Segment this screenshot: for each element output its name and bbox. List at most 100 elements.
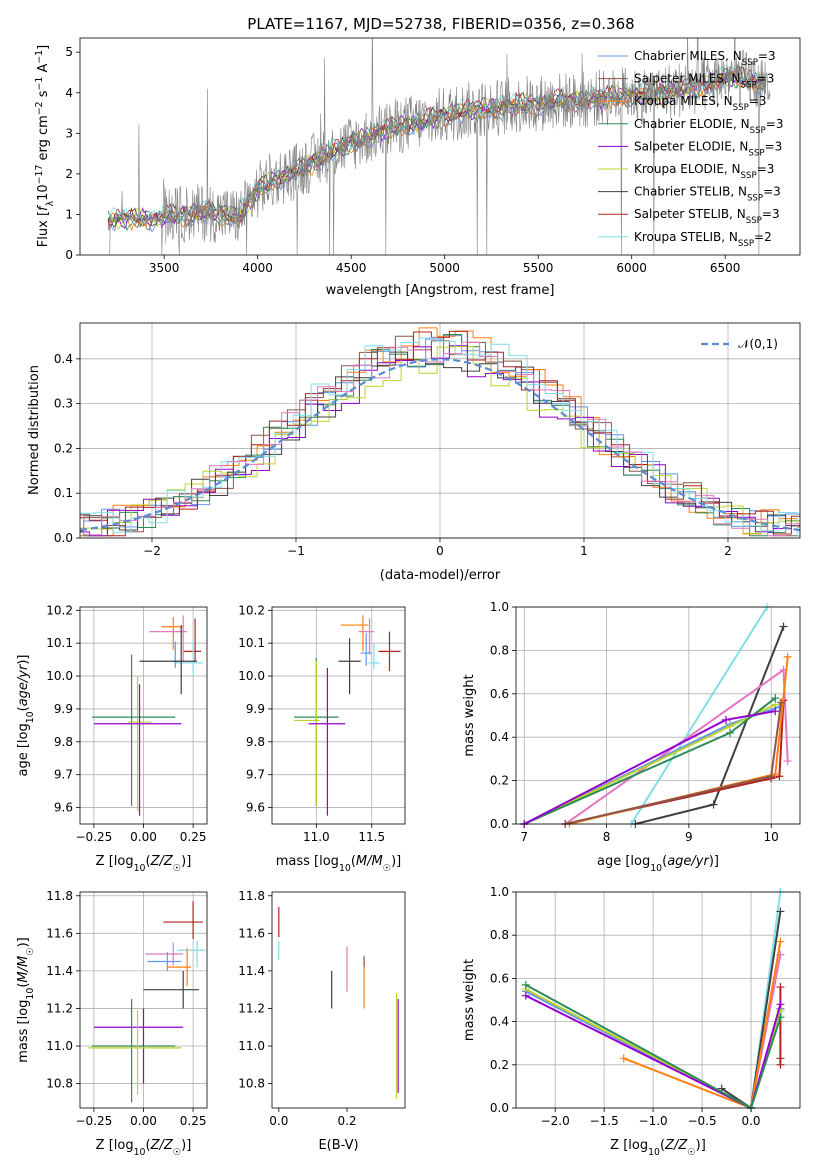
axes-frame (271, 891, 406, 1109)
tick-label-x: 0.25 (180, 1114, 207, 1128)
tick-label-y: 11.4 (238, 964, 265, 978)
tick-label-y: 11.8 (238, 889, 265, 903)
tick-label-x: 0.00 (130, 1114, 157, 1128)
weight-marker (783, 652, 792, 661)
error-bar (139, 625, 198, 695)
weight-line (565, 702, 783, 824)
weight-marker (771, 770, 780, 779)
error-bar (93, 684, 182, 816)
tick-label-y: 1.0 (490, 885, 509, 899)
axes-frame (79, 606, 208, 825)
tick-label-x: −0.25 (76, 830, 113, 844)
tick-label-x: 0.25 (180, 830, 207, 844)
y-axis-label: Normed distribution (27, 365, 42, 495)
tick-label-y: 9.6 (246, 801, 265, 815)
weight-marker (726, 728, 735, 737)
tick-label-x: 0.0 (269, 1114, 288, 1128)
x-axis-label: E(B-V) (318, 1138, 358, 1153)
tick-label-y: 0.1 (54, 486, 73, 500)
tick-label-x: −2.0 (541, 1114, 570, 1128)
legend-label: Chabrier STELIB, NSSP=3 (634, 185, 781, 204)
y-axis-label: mass weight (462, 674, 477, 756)
figure-title: PLATE=1167, MJD=52738, FIBERID=0356, z=0… (247, 15, 634, 33)
tick-label-x: 0.00 (130, 830, 157, 844)
weight-line (630, 607, 768, 824)
legend-label: Kroupa STELIB, NSSP=2 (634, 230, 772, 249)
tick-label-x: 9 (685, 830, 693, 844)
tick-label-y: 0.4 (54, 352, 73, 366)
histogram-step-line (80, 341, 800, 537)
axes-frame (515, 891, 801, 1109)
axes-frame (271, 606, 406, 825)
age-vs-metallicity-panel: −0.25 0.00 0.25 9.6 9.7 9.8 9.9 10.0 10.1 10.2 Z [… (16, 603, 208, 874)
tick-label-y: 0.6 (490, 687, 509, 701)
weight-marker (776, 907, 785, 916)
tick-label-y: 9.9 (246, 702, 265, 716)
weight-line (635, 626, 785, 824)
normal-curve (80, 358, 800, 532)
tick-label-y: 11.0 (46, 1039, 73, 1053)
histogram-step-line (80, 337, 800, 537)
weight-marker (775, 772, 784, 781)
weight-marker (521, 980, 530, 989)
weight-marker (776, 937, 785, 946)
tick-label-x: 4500 (336, 261, 367, 275)
tick-label-y: 9.7 (246, 768, 265, 782)
tick-label-x: 4000 (242, 261, 273, 275)
weight-marker (779, 622, 788, 631)
weight-line (525, 994, 782, 1108)
tick-label-x: 10 (764, 830, 779, 844)
weight-marker (771, 707, 780, 716)
weight-line (564, 668, 789, 824)
legend-label: 𝒩(0,1) (738, 337, 778, 351)
tick-label-y: 0.8 (490, 643, 509, 657)
tick-label-y: 0.6 (490, 971, 509, 985)
error-bar (294, 661, 320, 806)
x-axis-label: Z [log10(Z/Z☉)] (96, 854, 192, 874)
tick-label-x: −1.5 (590, 1114, 619, 1128)
tick-label-x: 11.5 (358, 830, 385, 844)
weight-vs-age-panel: 7 8 9 10 0.0 0.2 0.4 0.6 0.8 1.0 age [log10(age/yr… (462, 600, 801, 874)
tick-label-y: 11.2 (46, 1001, 73, 1015)
weight-marker (776, 983, 785, 992)
tick-label-y: 10.8 (238, 1077, 265, 1091)
weight-marker (771, 694, 780, 703)
x-axis-label: mass [log10(M/M☉)] (276, 854, 402, 874)
tick-label-x: −1 (287, 544, 305, 558)
error-bar (340, 615, 369, 652)
tick-label-x: 2 (724, 544, 732, 558)
tick-label-y: 0.8 (490, 928, 509, 942)
weight-line (525, 988, 782, 1108)
tick-label-y: 10.8 (46, 1077, 73, 1091)
tick-label-y: 5 (65, 45, 73, 59)
weight-marker (521, 991, 530, 1000)
tick-label-y: 1.0 (490, 600, 509, 614)
error-bar (143, 970, 200, 1009)
tick-label-y: 11.2 (238, 1001, 265, 1015)
mass-vs-reddening-panel: 0.0 0.2 10.8 11.0 11.2 11.4 11.6 11.8 E(B-V) (238, 889, 406, 1153)
error-bar (338, 638, 361, 695)
age-vs-mass-panel: 11.0 11.5 9.6 9.7 9.8 9.9 10.0 10.1 10.2 mass [lo… (238, 603, 406, 874)
tick-label-x: 0 (436, 544, 444, 558)
mass-vs-metallicity-panel: −0.25 0.00 0.25 10.8 11.0 11.2 11.4 11.6 11.8 Z [… (16, 889, 208, 1158)
tick-label-x: −1.0 (639, 1114, 668, 1128)
y-axis-label: mass [log10(M/M☉)] (16, 937, 36, 1063)
error-bar (368, 643, 380, 670)
error-bar (378, 631, 401, 672)
weight-marker (783, 757, 792, 766)
error-bar (163, 901, 204, 939)
tick-label-y: 0.3 (54, 397, 73, 411)
legend-label: Salpeter ELODIE, NSSP=3 (634, 139, 782, 158)
tick-label-x: 3500 (149, 261, 180, 275)
error-bar (175, 639, 204, 677)
x-axis-label: (data-model)/error (380, 568, 501, 583)
tick-label-y: 0.2 (54, 441, 73, 455)
tick-label-x: −2 (143, 544, 161, 558)
data-spectrum-line (108, 38, 771, 255)
tick-label-y: 10.2 (238, 603, 265, 617)
weight-marker (777, 698, 786, 707)
error-bar (177, 940, 206, 968)
weight-line (721, 911, 782, 1108)
tick-label-x: 8 (603, 830, 611, 844)
tick-label-y: 3 (65, 126, 73, 140)
